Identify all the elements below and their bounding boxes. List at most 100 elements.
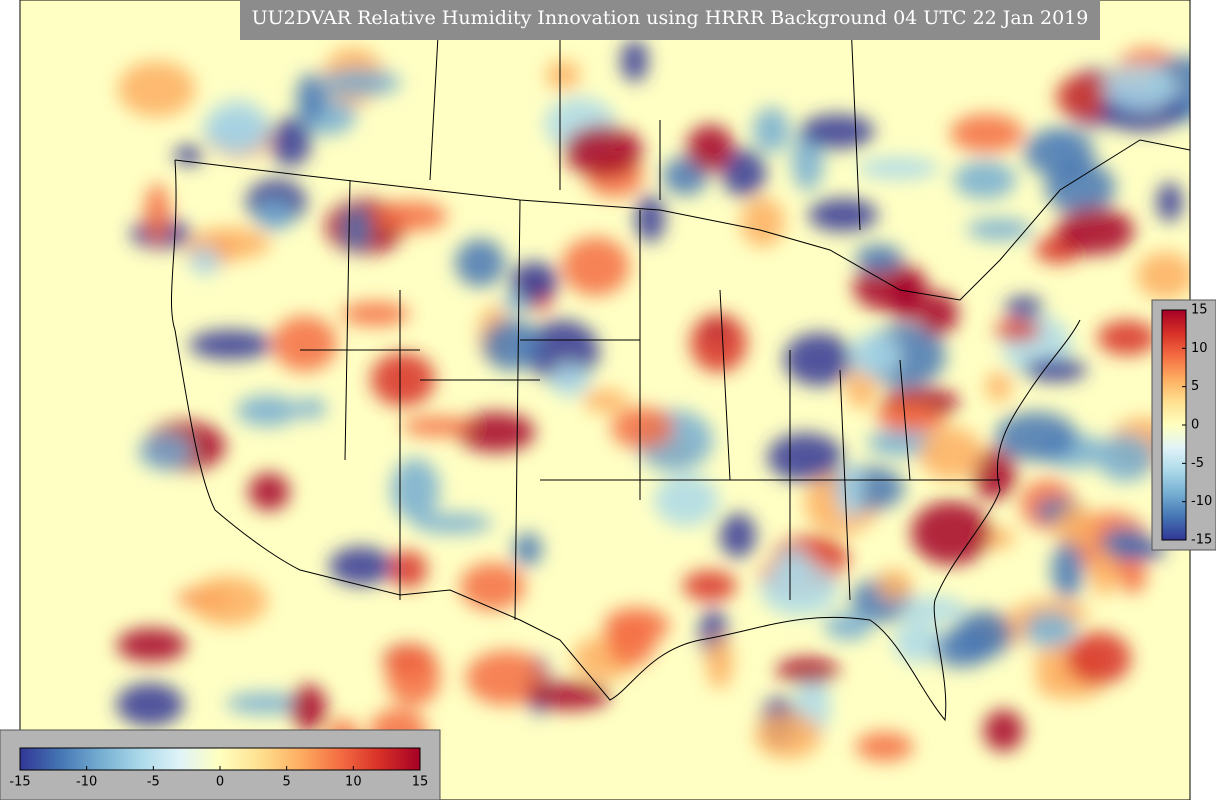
colorbar-tick-label: 15 (1191, 303, 1208, 318)
field-blob (370, 352, 436, 407)
state-lines (300, 179, 1000, 621)
field-blob (582, 389, 629, 413)
colorbar-tick-label: -15 (9, 775, 30, 790)
field-blob (318, 69, 402, 97)
field-blob (950, 113, 1024, 153)
title-box (240, 0, 1100, 40)
border-north (174, 139, 1191, 301)
field-blob (620, 39, 649, 83)
field-blob (290, 684, 327, 732)
field-blob (389, 550, 428, 589)
colorbar-tick-label: -10 (1191, 494, 1212, 509)
field-blob (1056, 207, 1135, 255)
field-blob (849, 332, 901, 377)
field-blob (189, 245, 221, 276)
colorbar-tick-label: 0 (216, 775, 224, 790)
field-blob (1097, 319, 1157, 356)
field-blob (1024, 610, 1076, 648)
field-blob (966, 218, 1033, 241)
field-blob (654, 474, 719, 527)
field-blob (876, 402, 936, 431)
field-blob (1096, 433, 1155, 482)
colorbar-tick-label: 10 (345, 775, 362, 790)
field-blob (916, 291, 959, 336)
field-blob (1100, 527, 1152, 560)
field-blob (776, 657, 840, 684)
field-blob (225, 692, 304, 715)
field-blob (1102, 63, 1177, 111)
field-blob (767, 432, 844, 482)
field-blob (972, 448, 1017, 500)
boundaries (171, 0, 1191, 722)
field-blob (690, 313, 748, 373)
field-blob (740, 196, 785, 248)
title: UU2DVAR Relative Humidity Innovation usi… (252, 7, 1089, 29)
field-blob (754, 712, 822, 759)
field-blob (270, 117, 312, 167)
field-blob (855, 244, 903, 273)
field-blob (800, 114, 875, 149)
field-blob (1051, 541, 1084, 599)
field-blob (606, 618, 656, 667)
colorbar-tick-label: 15 (412, 775, 429, 790)
field-blob (857, 156, 940, 180)
field-blob (482, 319, 541, 371)
field-blob (837, 462, 864, 520)
field-blob (1004, 296, 1044, 319)
field-blob (776, 547, 810, 583)
field-blob (845, 366, 877, 409)
field-blob (374, 200, 448, 232)
field-blob (456, 412, 536, 453)
field-blob (401, 416, 474, 437)
field-blob (752, 107, 791, 153)
field-blob (189, 576, 268, 626)
field-blob (117, 61, 196, 118)
field (116, 39, 1190, 762)
colorbar-tick-label: 5 (283, 775, 291, 790)
field-blob (953, 160, 1017, 200)
colorbar-tick-label: -5 (1191, 456, 1204, 471)
field-blob (721, 149, 766, 197)
field-blob (341, 301, 410, 327)
field-blob (144, 183, 171, 245)
field-blob (173, 144, 204, 166)
field-blob (918, 427, 984, 480)
colorbar-tick-label: 10 (1191, 341, 1208, 356)
field-blob (877, 569, 913, 602)
colorbar-tick-label: -10 (76, 775, 97, 790)
field-blob (783, 332, 854, 386)
field-blob (296, 397, 327, 419)
field-blob (719, 513, 757, 558)
field-blob (510, 261, 559, 300)
field-blob (561, 237, 630, 296)
field-blob (459, 562, 526, 611)
field-blob (791, 130, 824, 192)
field-blob (412, 512, 493, 534)
field-blob (386, 648, 441, 707)
field-blob (1023, 128, 1095, 178)
field-blob (994, 319, 1041, 342)
field-blob (513, 532, 543, 567)
coast (171, 159, 1081, 722)
field-blob (205, 99, 270, 156)
field-blob (892, 273, 919, 323)
field-blob (526, 681, 611, 711)
field-blob (296, 73, 326, 122)
field-blob (188, 329, 273, 360)
field-blob (855, 731, 914, 762)
field-blob (1066, 631, 1132, 685)
field-blob (1024, 357, 1087, 382)
field-blob (705, 635, 734, 690)
field-blob (808, 198, 878, 232)
field-blob (254, 199, 294, 231)
field-blob (138, 433, 192, 471)
field-blob (236, 395, 300, 427)
field-blob (390, 458, 440, 521)
field-blob (1055, 503, 1096, 554)
colorbar-tick-label: -5 (147, 775, 160, 790)
field-blob (686, 124, 735, 172)
field-blob (682, 570, 737, 602)
field-blob (893, 620, 940, 664)
